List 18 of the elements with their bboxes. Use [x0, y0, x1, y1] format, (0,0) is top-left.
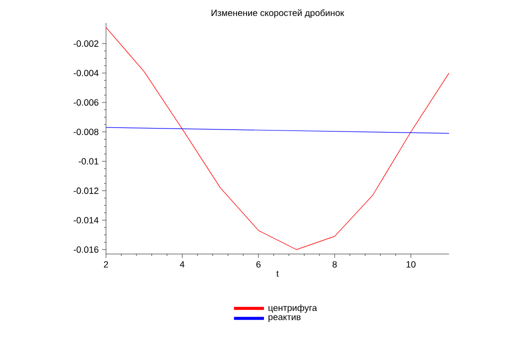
x-axis-title: t — [276, 270, 279, 277]
y-tick-label: -0.004 — [74, 70, 99, 76]
y-tick-label: -0.002 — [74, 40, 98, 47]
x-tick-label: 6 — [256, 261, 261, 268]
y-tick-label: -0.014 — [74, 216, 99, 224]
y-tick-label: -0.008 — [74, 128, 98, 136]
y-tick-label: -0.01 — [78, 158, 98, 164]
x-tick-label: 8 — [332, 261, 337, 268]
line-series — [106, 27, 450, 250]
x-tick-label: 10 — [406, 261, 416, 268]
y-tick-label: -0.012 — [74, 188, 98, 194]
legend-label: центрифуга — [268, 304, 318, 313]
x-tick-label: 4 — [180, 261, 184, 268]
chart-title: Изменение скоростей дробинок — [212, 9, 344, 18]
x-tick-label: 2 — [104, 261, 108, 268]
y-tick-label: -0.016 — [74, 246, 98, 253]
y-tick-label: -0.006 — [74, 99, 98, 106]
legend-label: реактив — [268, 315, 301, 322]
